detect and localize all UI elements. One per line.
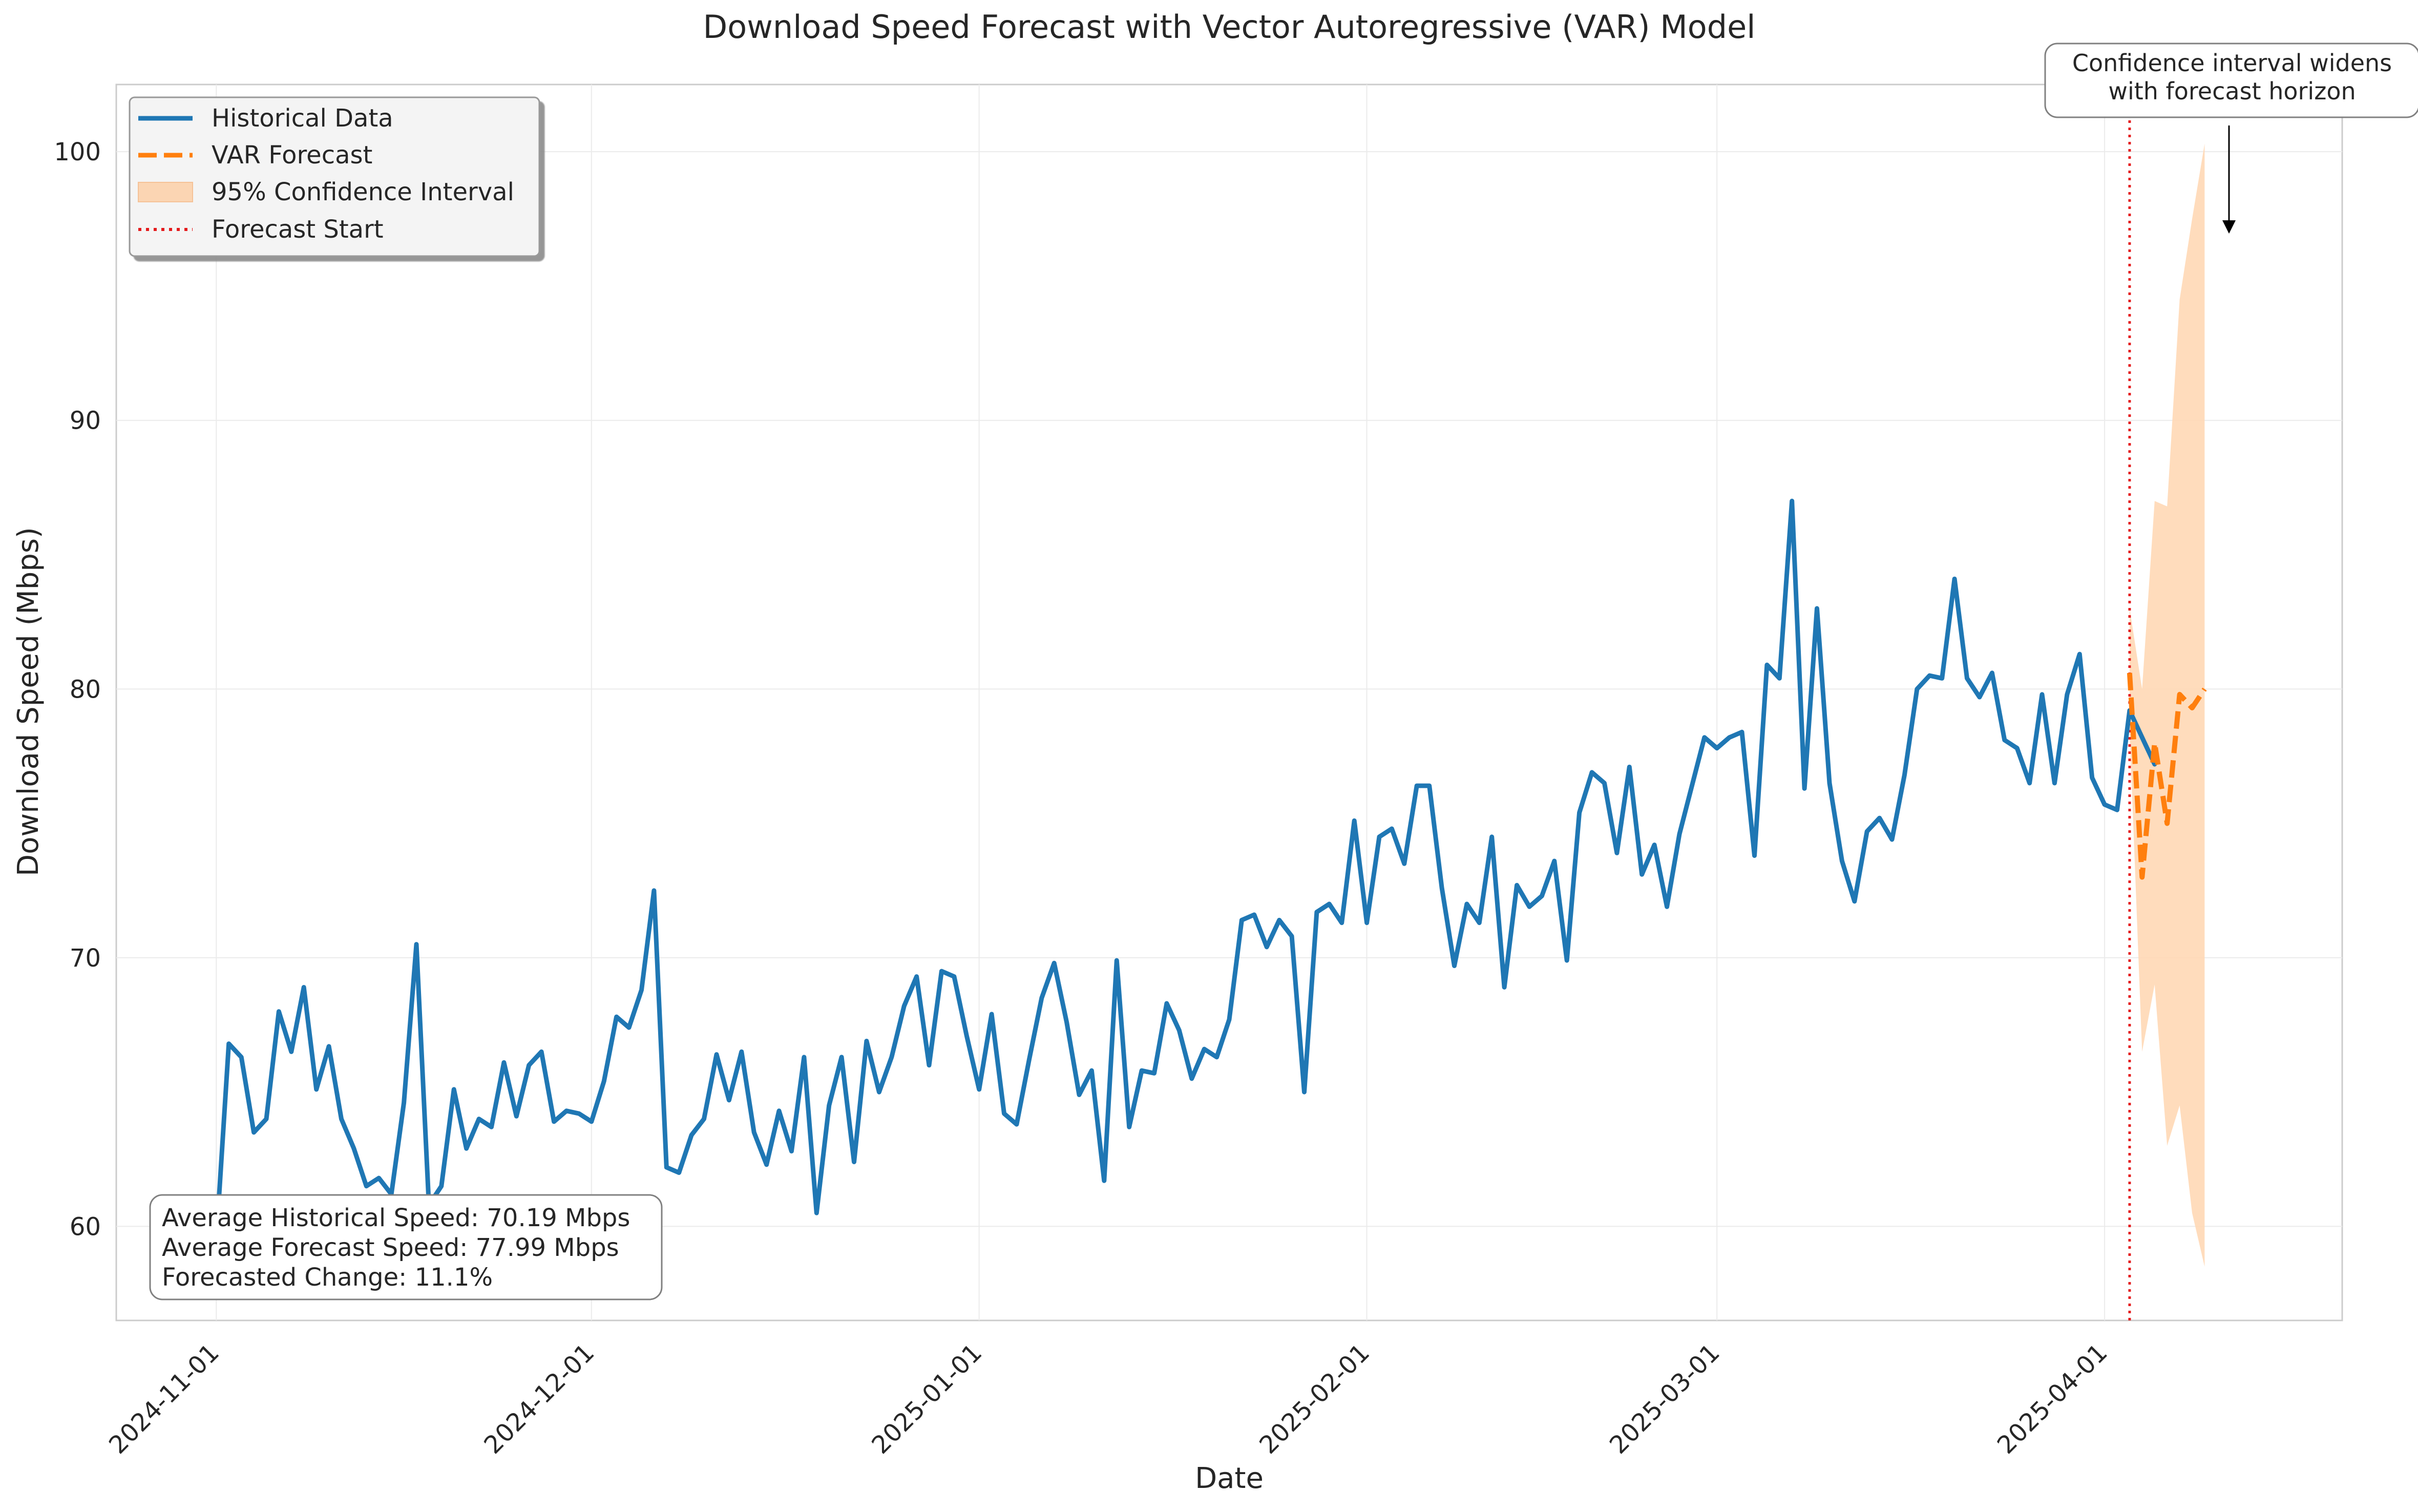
legend-box	[129, 96, 540, 257]
annotation-box	[2044, 43, 2418, 118]
historical-series-line	[214, 498, 2157, 1243]
stats-box: Average Historical Speed: 70.19 Mbps Ave…	[149, 1194, 663, 1300]
forecast-layer	[2127, 673, 2207, 880]
x-tick-label: 2025-01-01	[866, 1338, 987, 1460]
ci-band	[2129, 143, 2205, 1267]
legend-label-ci: 95% Confidence Interval	[212, 178, 514, 206]
x-tick-label: 2024-12-01	[478, 1338, 600, 1460]
stats-line-3: Forecasted Change: 11.1%	[162, 1263, 493, 1292]
y-tick-label: 90	[70, 407, 101, 435]
annotation-line-2: with forecast horizon	[2108, 77, 2356, 105]
y-axis-label: Download Speed (Mbps)	[12, 527, 45, 876]
x-tick-label: 2024-11-01	[103, 1338, 225, 1460]
historical-layer	[214, 498, 2157, 1243]
plot-area	[115, 83, 2343, 1321]
y-tick-label: 60	[70, 1212, 101, 1241]
chart-title: Download Speed Forecast with Vector Auto…	[703, 8, 1756, 46]
y-tick-label: 70	[70, 944, 101, 973]
y-axis-ticks: 60 70 80 90 100	[54, 138, 101, 1241]
legend-label-start: Forecast Start	[212, 215, 384, 244]
legend: Historical Data VAR Forecast 95% Confide…	[129, 96, 540, 257]
confidence-band	[2129, 143, 2205, 1267]
legend-swatch-ci	[138, 182, 193, 202]
stats-line-2: Average Forecast Speed: 77.99 Mbps	[162, 1233, 619, 1262]
legend-label-forecast: VAR Forecast	[212, 141, 372, 170]
annotation: Confidence interval widens with forecast…	[2044, 43, 2418, 234]
x-tick-label: 2025-02-01	[1254, 1338, 1375, 1460]
stats-box-frame	[149, 1194, 663, 1300]
x-tick-label: 2025-04-01	[1992, 1338, 2113, 1460]
forecast-series-line	[2127, 673, 2207, 880]
y-tick-label: 100	[54, 138, 101, 166]
annotation-line-1: Confidence interval widens	[2072, 49, 2392, 77]
x-tick-label: 2025-03-01	[1604, 1338, 1726, 1460]
x-axis-label: Date	[1195, 1462, 1264, 1495]
y-tick-label: 80	[70, 675, 101, 704]
legend-label-historical: Historical Data	[212, 104, 393, 133]
x-axis-ticks: 2024-11-01 2024-12-01 2025-01-01 2025-02-01…	[103, 1338, 2113, 1460]
stats-line-1: Average Historical Speed: 70.19 Mbps	[162, 1204, 630, 1232]
